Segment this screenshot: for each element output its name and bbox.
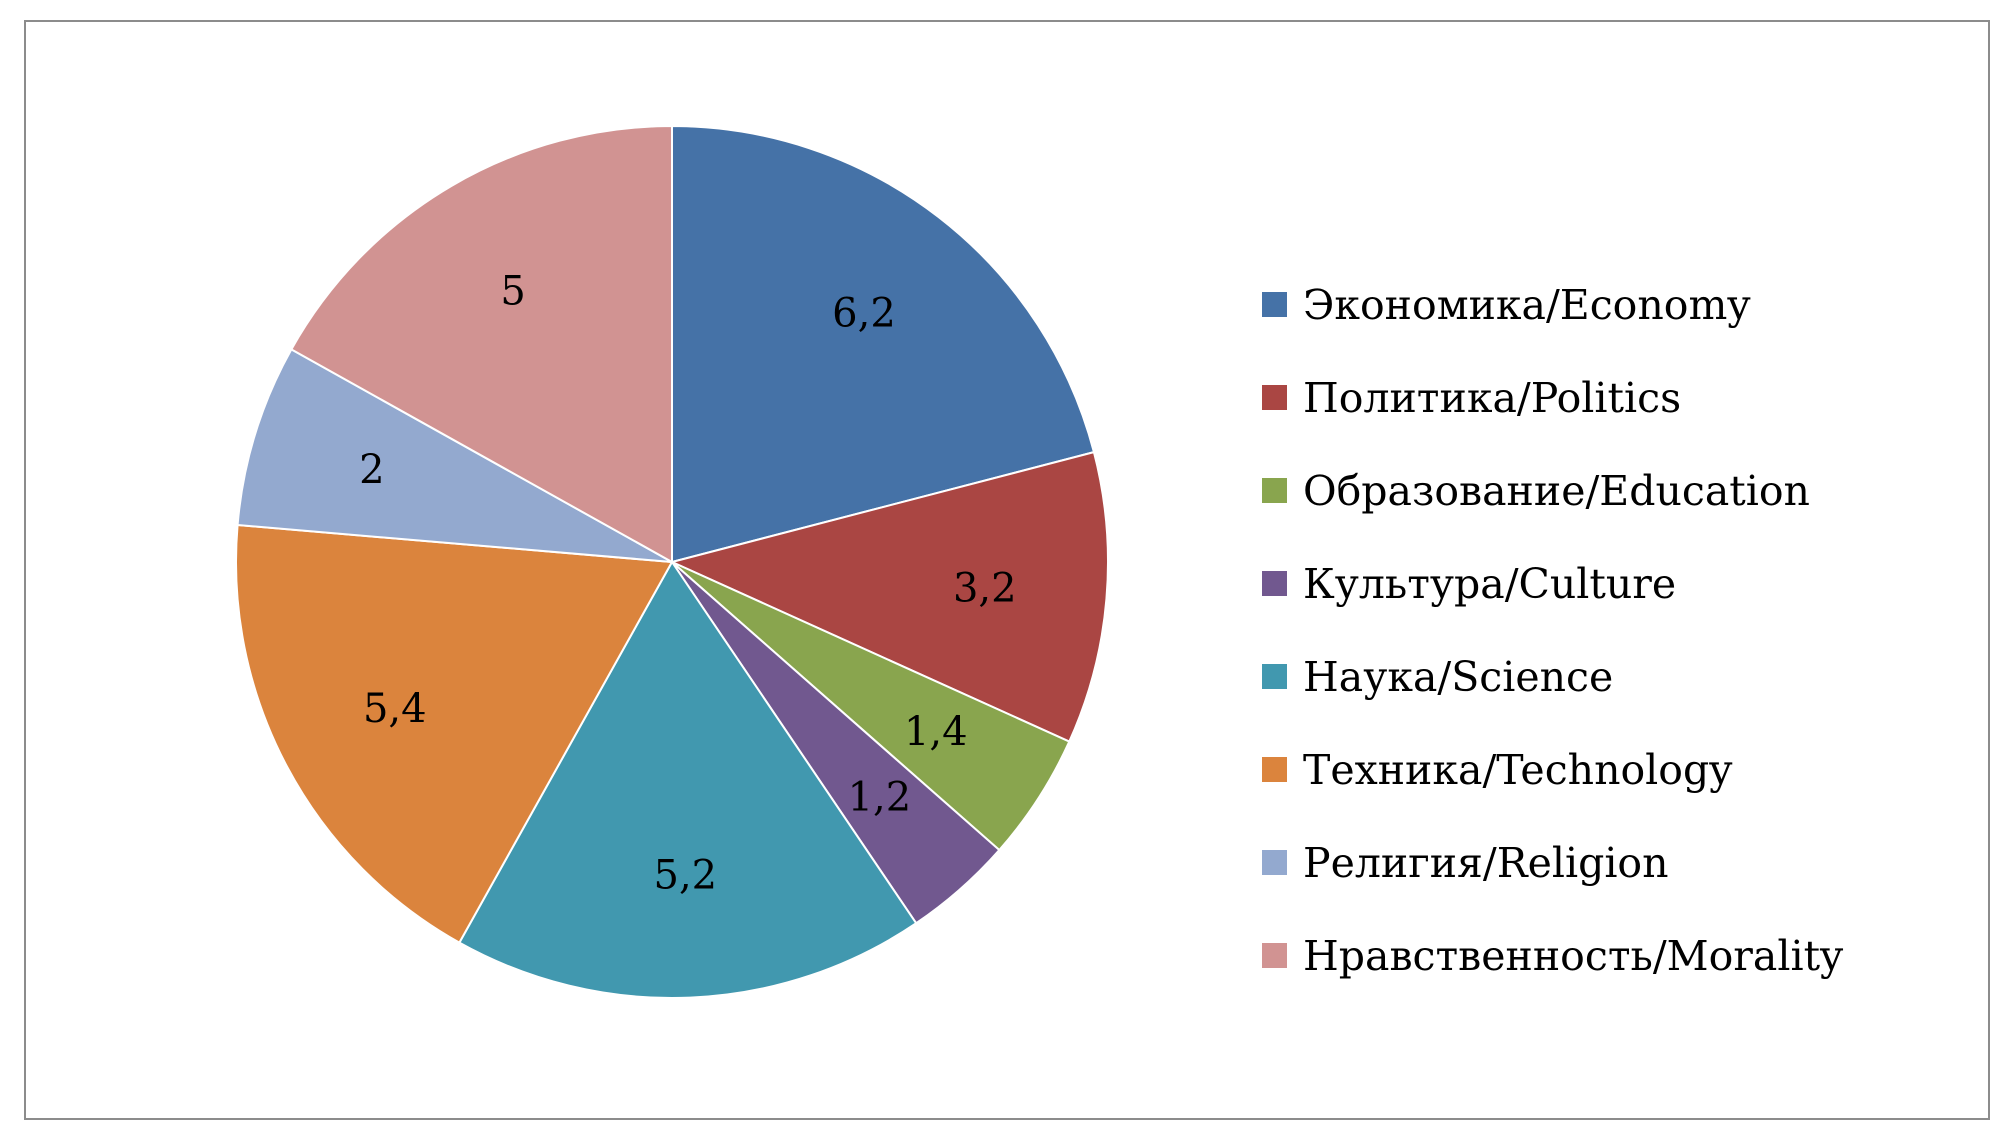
legend-item-5: Техника/Technology (1262, 723, 1843, 816)
pie-chart: 6,2 3,2 1,4 1,2 5,2 5,4 2 5 (235, 124, 1109, 999)
pie-slice-1 (669, 450, 1109, 743)
legend-swatch-2 (1262, 478, 1287, 503)
legend-label-1: Политика/Politics (1303, 373, 1682, 422)
legend-swatch-7 (1262, 943, 1287, 968)
data-label-7: 5 (500, 268, 525, 314)
legend-swatch-1 (1262, 385, 1287, 410)
legend-label-5: Техника/Technology (1303, 745, 1733, 794)
pie-slice-6 (236, 348, 673, 563)
legend-label-7: Нравственность/Morality (1303, 931, 1844, 980)
legend-label-0: Экономика/Economy (1303, 280, 1751, 329)
legend-swatch-4 (1262, 664, 1287, 689)
legend-label-6: Религия/Religion (1303, 838, 1669, 887)
data-label-4: 5,2 (654, 853, 718, 899)
legend-item-6: Религия/Religion (1262, 816, 1843, 909)
data-label-0: 6,2 (832, 291, 896, 337)
legend-label-3: Культура/Culture (1303, 559, 1677, 608)
legend: Экономика/Economy Политика/Politics Образо… (1262, 258, 1843, 1002)
pie-slices (235, 124, 1109, 999)
data-label-3: 1,2 (848, 775, 912, 821)
pie-data-labels: 6,2 3,2 1,4 1,2 5,2 5,4 2 5 (359, 268, 1016, 898)
pie-slice-4 (458, 560, 918, 999)
legend-item-2: Образование/Education (1262, 444, 1843, 537)
pie-slice-0 (671, 124, 1096, 564)
legend-swatch-5 (1262, 757, 1287, 782)
legend-item-7: Нравственность/Morality (1262, 909, 1843, 1002)
legend-swatch-0 (1262, 292, 1287, 317)
chart-frame: 6,2 3,2 1,4 1,2 5,2 5,4 2 5 Экономика/Economy По… (24, 20, 1990, 1120)
data-label-6: 2 (359, 447, 384, 493)
legend-label-4: Наука/Science (1303, 652, 1614, 701)
legend-item-0: Экономика/Economy (1262, 258, 1843, 351)
pie-slice-7 (290, 124, 673, 564)
data-label-1: 3,2 (953, 566, 1017, 612)
legend-swatch-6 (1262, 850, 1287, 875)
legend-item-3: Культура/Culture (1262, 537, 1843, 630)
legend-label-2: Образование/Education (1303, 466, 1810, 515)
data-label-5: 5,4 (363, 686, 427, 732)
legend-swatch-3 (1262, 571, 1287, 596)
legend-item-4: Наука/Science (1262, 630, 1843, 723)
pie-slice-5 (235, 523, 674, 944)
legend-item-1: Политика/Politics (1262, 351, 1843, 444)
data-label-2: 1,4 (904, 709, 968, 755)
